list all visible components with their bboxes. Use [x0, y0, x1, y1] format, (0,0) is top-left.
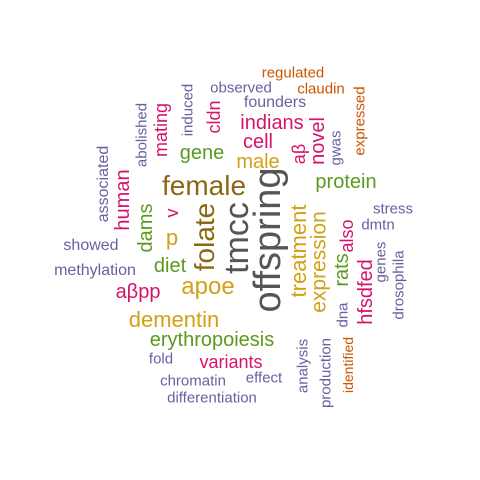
word-dams: dams — [135, 203, 157, 253]
word-analysis: analysis — [294, 338, 312, 394]
word-effect: effect — [245, 369, 283, 387]
word-abpp: aβpp — [115, 281, 161, 303]
word-differentiation: differentiation — [167, 389, 257, 407]
word-observed: observed — [210, 79, 272, 97]
word-genes: genes — [372, 241, 390, 283]
word-indians: indians — [240, 112, 304, 134]
word-apoe: apoe — [181, 273, 235, 300]
word-abolished: abolished — [133, 102, 151, 168]
word-founders: founders — [243, 94, 307, 111]
word-regulated: regulated — [261, 64, 325, 82]
word-also: also — [337, 219, 357, 253]
word-dmtn: dmtn — [361, 216, 395, 234]
word-rats: rats — [331, 253, 353, 287]
word-production: production — [317, 337, 335, 409]
word-claudin: claudin — [297, 80, 345, 98]
word-tmcc: tmcc — [218, 202, 256, 274]
word-stress: stress — [372, 200, 414, 218]
word-a-beta: aβ — [289, 143, 309, 165]
word-male: male — [236, 151, 280, 173]
word-showed: showed — [63, 237, 119, 254]
word-expressed: expressed — [351, 86, 369, 156]
word-gene: gene — [179, 142, 225, 164]
word-diet: diet — [153, 255, 187, 277]
word-associated: associated — [95, 145, 112, 223]
word-induced: induced — [179, 83, 197, 137]
word-female: female — [161, 170, 247, 201]
word-mating: mating — [151, 102, 171, 158]
word-cell: cell — [242, 131, 274, 153]
word-folate: folate — [189, 202, 220, 272]
word-variants: variants — [199, 352, 263, 372]
word-methylation: methylation — [54, 262, 136, 279]
word-protein: protein — [315, 171, 377, 193]
word-fold: fold — [148, 350, 174, 368]
word-expression: expression — [307, 211, 331, 313]
word-gwas: gwas — [327, 130, 345, 166]
word-human: human — [112, 169, 134, 231]
word-cldn: cldn — [204, 100, 224, 134]
word-erythropoiesis: erythropoiesis — [149, 329, 275, 351]
word-p: p — [165, 225, 179, 250]
word-dna: dna — [334, 302, 352, 328]
word-novel: novel — [307, 117, 329, 165]
word-drosophila: drosophila — [390, 250, 408, 320]
word-identified: identified — [340, 336, 356, 394]
word-v: v — [162, 208, 182, 218]
word-dementin: dementin — [128, 307, 220, 332]
word-chromatin: chromatin — [160, 372, 226, 390]
